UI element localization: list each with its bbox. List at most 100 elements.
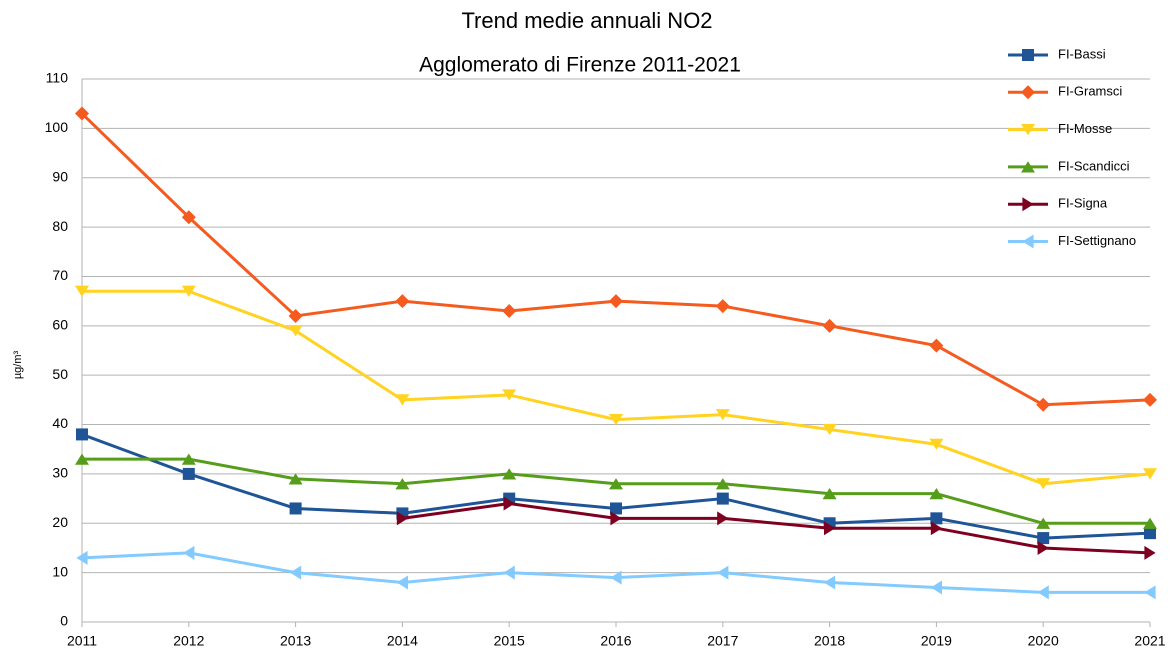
marker — [1022, 49, 1034, 61]
legend-label: FI-Mosse — [1058, 121, 1112, 136]
marker — [715, 299, 730, 314]
marker — [824, 575, 836, 590]
marker — [717, 511, 729, 526]
y-tick-label: 80 — [52, 218, 68, 234]
marker — [181, 453, 196, 465]
legend-label: FI-Gramsci — [1058, 84, 1122, 99]
marker — [1021, 161, 1035, 173]
y-tick-label: 60 — [52, 317, 68, 333]
marker — [716, 492, 729, 505]
marker — [396, 511, 408, 526]
marker — [1036, 517, 1051, 529]
marker — [502, 468, 517, 480]
legend-label: FI-Settignano — [1058, 233, 1136, 248]
marker — [503, 565, 515, 580]
marker — [75, 106, 89, 121]
marker — [288, 473, 303, 485]
legend-label: FI-Signa — [1058, 196, 1108, 211]
marker — [610, 502, 622, 515]
y-tick-label: 0 — [60, 613, 68, 629]
marker — [609, 478, 623, 490]
chart-subtitle: Agglomerato di Firenze 2011-2021 — [419, 54, 741, 77]
y-tick-label: 10 — [52, 563, 68, 579]
series-line — [82, 289, 1151, 486]
marker — [181, 210, 196, 225]
marker — [502, 389, 517, 401]
marker — [395, 294, 410, 309]
marker — [76, 428, 88, 441]
x-tick-label: 2016 — [600, 633, 631, 649]
marker — [1037, 585, 1049, 600]
marker — [929, 488, 944, 500]
marker — [76, 550, 88, 565]
marker — [929, 438, 944, 450]
marker — [1037, 540, 1049, 555]
y-tick-label: 110 — [46, 70, 69, 86]
marker — [1022, 234, 1034, 249]
marker — [930, 512, 943, 525]
marker — [1143, 392, 1157, 407]
marker — [610, 511, 622, 526]
marker — [609, 294, 623, 309]
y-axis-label: µg/m³ — [12, 350, 24, 379]
marker — [288, 308, 303, 323]
marker — [395, 394, 410, 406]
marker — [824, 521, 836, 536]
x-tick-label: 2019 — [921, 633, 952, 649]
marker — [1037, 532, 1050, 545]
marker — [1144, 545, 1156, 560]
marker — [715, 478, 730, 490]
y-tick-label: 50 — [52, 366, 68, 382]
marker — [1022, 197, 1034, 212]
chart-title: Trend medie annuali NO2 — [461, 8, 712, 33]
x-tick-label: 2012 — [173, 633, 204, 649]
marker — [1036, 397, 1051, 412]
marker — [1021, 85, 1035, 100]
legend-label: FI-Bassi — [1058, 46, 1106, 61]
marker — [183, 545, 195, 560]
marker — [930, 580, 942, 595]
marker — [822, 488, 837, 500]
marker — [1143, 468, 1157, 480]
x-tick-label: 2021 — [1134, 633, 1165, 649]
y-tick-label: 70 — [52, 267, 68, 283]
marker — [930, 521, 942, 536]
marker — [395, 478, 410, 490]
x-tick-label: 2013 — [280, 633, 311, 649]
x-tick-label: 2011 — [67, 633, 97, 649]
marker — [1021, 124, 1035, 136]
y-tick-label: 90 — [52, 168, 68, 184]
marker — [75, 285, 89, 297]
marker — [610, 570, 622, 585]
marker — [1144, 585, 1156, 600]
marker — [181, 285, 196, 297]
y-tick-label: 100 — [45, 119, 69, 135]
series-line — [80, 112, 1151, 407]
x-tick-label: 2020 — [1028, 633, 1059, 649]
marker — [609, 414, 623, 426]
marker — [290, 565, 302, 580]
marker — [75, 453, 89, 465]
marker — [396, 575, 408, 590]
x-tick-label: 2015 — [494, 633, 525, 649]
marker — [1143, 517, 1157, 529]
y-tick-label: 20 — [52, 514, 68, 530]
marker — [1144, 527, 1156, 540]
marker — [715, 409, 730, 421]
marker — [929, 338, 944, 353]
x-tick-label: 2014 — [387, 633, 418, 649]
marker — [822, 423, 837, 436]
marker — [289, 502, 302, 515]
marker — [717, 565, 729, 580]
legend-label: FI-Scandicci — [1058, 158, 1130, 173]
marker — [1036, 478, 1051, 490]
marker — [503, 496, 515, 511]
y-tick-label: 30 — [52, 465, 68, 481]
x-tick-label: 2017 — [707, 633, 738, 649]
marker — [182, 467, 195, 480]
marker — [822, 318, 837, 333]
marker — [288, 325, 303, 337]
marker — [502, 304, 517, 319]
series-line — [402, 502, 1151, 555]
